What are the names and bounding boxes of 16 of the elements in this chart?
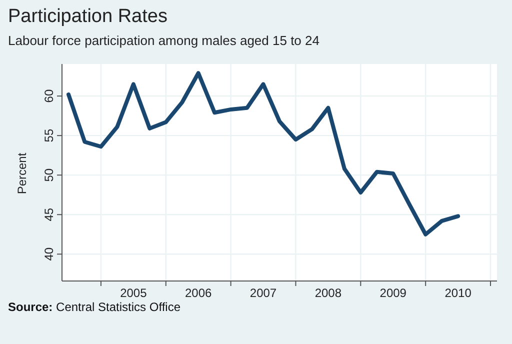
line-series: [66, 71, 460, 236]
y-tick-label: 45: [42, 208, 56, 222]
x-tick-label: 2010: [444, 286, 472, 300]
y-tick-label: 50: [42, 168, 56, 182]
x-tick-label: 2005: [120, 286, 148, 300]
x-tick-label: 2008: [314, 286, 342, 300]
x-tick-label: 2006: [184, 286, 212, 300]
y-axis-title: Percent: [15, 152, 29, 194]
x-tick-label: 2009: [380, 286, 407, 300]
chart-title: Participation Rates: [8, 6, 168, 27]
y-tick-label: 55: [42, 128, 56, 142]
y-tick-label: 60: [42, 89, 56, 103]
chart-subtitle: Labour force participation among males aged 15 to 24: [8, 33, 320, 48]
x-tick-label: 2007: [250, 286, 277, 300]
y-tick-label: 40: [42, 247, 56, 261]
source-note: Source: Central Statistics Office: [8, 300, 181, 314]
